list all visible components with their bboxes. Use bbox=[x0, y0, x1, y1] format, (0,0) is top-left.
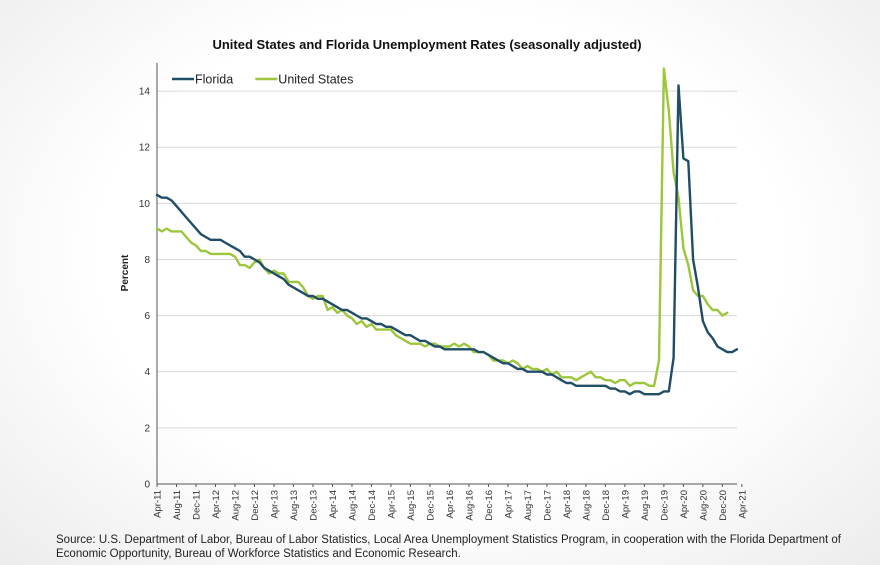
y-tick-label: 0 bbox=[144, 480, 150, 491]
x-tick-label: Dec-18 bbox=[601, 490, 612, 521]
x-tick-label: Apr-11 bbox=[153, 490, 164, 518]
y-tick-label: 14 bbox=[139, 87, 151, 98]
x-tick-label: Apr-14 bbox=[328, 490, 339, 519]
series-lines bbox=[155, 67, 739, 396]
x-tick-label: Apr-13 bbox=[269, 490, 280, 519]
grid-lines bbox=[157, 90, 737, 429]
x-tick-label: Dec-15 bbox=[425, 490, 436, 521]
x-tick-label: Apr-19 bbox=[620, 490, 631, 519]
x-tick-label: Dec-13 bbox=[308, 490, 319, 521]
axes: 0 2 4 6 8 10 12 14 Apr-11 Aug-11 Dec-11 Apr-12 Aug-1… bbox=[139, 63, 748, 521]
legend-label: United States bbox=[278, 73, 353, 87]
x-tick-label: Apr-15 bbox=[386, 490, 397, 519]
chart-title: United States and Florida Unemployment R… bbox=[212, 37, 641, 52]
x-tick-label: Apr-16 bbox=[445, 490, 456, 519]
x-tick-label: Aug-18 bbox=[581, 490, 592, 521]
x-tick-label: Aug-13 bbox=[289, 490, 300, 521]
x-tick-label: Aug-11 bbox=[172, 490, 183, 520]
source-note: Source: U.S. Department of Labor, Bureau… bbox=[56, 534, 841, 560]
x-tick-label: Dec-16 bbox=[484, 490, 495, 521]
y-tick-label: 4 bbox=[144, 367, 150, 378]
x-tick-label: Dec-14 bbox=[367, 490, 378, 521]
series-line-florida bbox=[155, 84, 739, 396]
x-tick-label: Apr-12 bbox=[211, 490, 222, 519]
y-tick-label: 6 bbox=[144, 311, 150, 322]
legend: Florida United States bbox=[172, 73, 353, 87]
y-axis-label: Percent bbox=[120, 254, 131, 291]
x-tick-label: Apr-20 bbox=[679, 490, 690, 519]
unemployment-chart: United States and Florida Unemployment R… bbox=[120, 37, 748, 521]
x-tick-label: Aug-19 bbox=[640, 490, 651, 521]
x-tick-label: Aug-14 bbox=[347, 490, 358, 521]
x-tick-label: Aug-20 bbox=[698, 490, 709, 521]
x-tick-label: Dec-17 bbox=[542, 490, 553, 521]
y-tick-label: 12 bbox=[139, 143, 151, 154]
x-tick-label: Aug-15 bbox=[406, 490, 417, 521]
x-tick-label: Apr-21 bbox=[737, 490, 748, 519]
x-tick-label: Dec-20 bbox=[718, 490, 729, 521]
series-line-united-states bbox=[155, 67, 729, 387]
x-tick-label: Aug-16 bbox=[464, 490, 475, 521]
x-tick-label: Dec-19 bbox=[659, 490, 670, 521]
y-tick-label: 2 bbox=[144, 423, 150, 434]
x-tick-label: Aug-17 bbox=[523, 490, 534, 521]
x-tick-label: Dec-12 bbox=[250, 490, 261, 521]
y-tick-label: 8 bbox=[144, 255, 150, 266]
x-tick-label: Aug-12 bbox=[230, 490, 241, 521]
x-tick-label: Apr-18 bbox=[562, 490, 573, 519]
x-tick-label: Dec-11 bbox=[191, 490, 202, 520]
x-tick-label: Apr-17 bbox=[503, 490, 514, 519]
y-tick-label: 10 bbox=[139, 199, 151, 210]
legend-label: Florida bbox=[195, 73, 233, 87]
